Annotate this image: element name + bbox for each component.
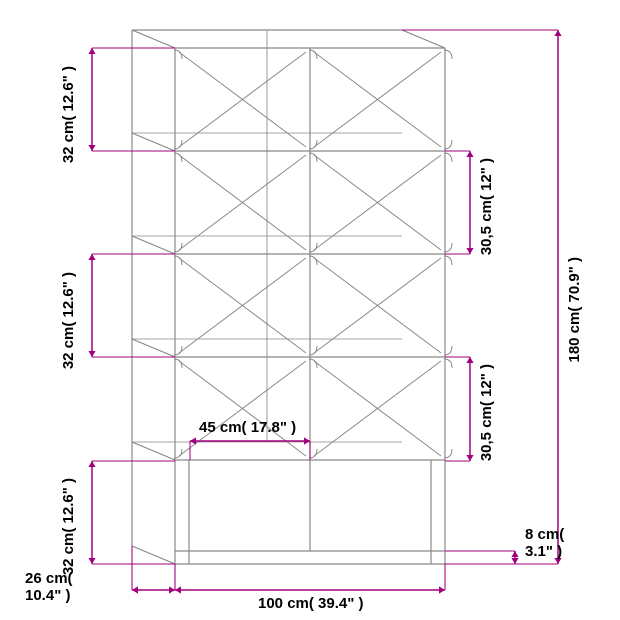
dim-right-8: 8 cm(3.1" ) bbox=[525, 527, 564, 560]
dim-bottom-100: 100 cm( 39.4" ) bbox=[258, 595, 364, 612]
dim-right-180: 180 cm( 70.9" ) bbox=[566, 257, 583, 363]
dim-left-32-1: 32 cm( 12.6" ) bbox=[60, 66, 77, 163]
dim-left-32-2: 32 cm( 12.6" ) bbox=[60, 272, 77, 369]
dim-top-45: 45 cm( 17.8" ) bbox=[199, 419, 296, 436]
dim-right-305-2: 30,5 cm( 12" ) bbox=[478, 364, 495, 461]
dim-left-32-3: 32 cm( 12.6" ) bbox=[60, 478, 77, 575]
dim-right-305-1: 30,5 cm( 12" ) bbox=[478, 158, 495, 255]
diagram-canvas: 32 cm( 12.6" ) 32 cm( 12.6" ) 32 cm( 12.… bbox=[0, 0, 620, 620]
dim-bottom-26: 26 cm(10.4" ) bbox=[25, 571, 73, 604]
